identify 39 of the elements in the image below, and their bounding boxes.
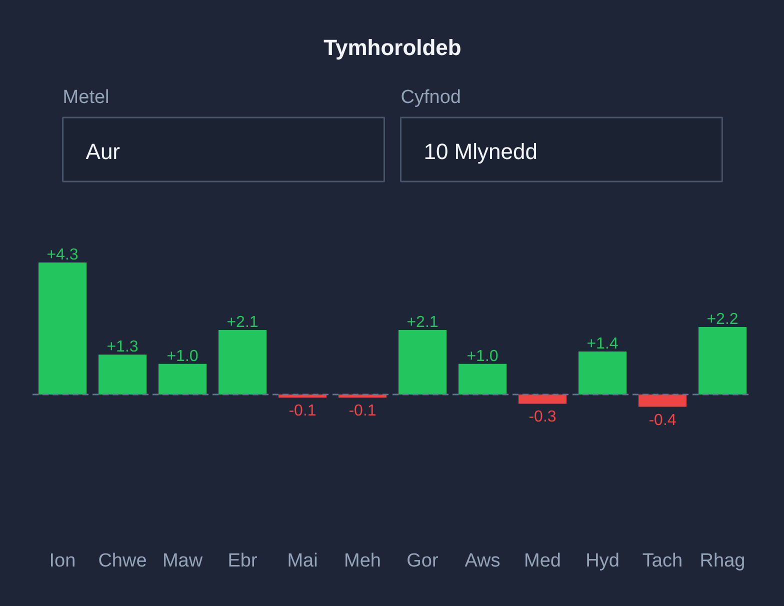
- text: Aur: [86, 139, 120, 164]
- x-tick-label: Mai: [287, 550, 318, 572]
- text: 10 Mlynedd: [424, 139, 538, 164]
- data-label: +2.1: [406, 314, 438, 332]
- x-tick-label: Meh: [344, 550, 381, 572]
- x-tick-label: Tach: [642, 550, 683, 572]
- data-label: +2.1: [226, 314, 258, 332]
- data-label: -0.3: [528, 408, 556, 426]
- data-label: +2.2: [706, 310, 738, 328]
- x-tick-label: Aws: [464, 550, 500, 572]
- x-tick-label: Hyd: [586, 550, 620, 572]
- bar: [218, 330, 266, 395]
- x-tick-label: Ion: [49, 550, 76, 572]
- data-label: +1.0: [166, 348, 198, 365]
- x-tick-label: Ebr: [228, 550, 258, 572]
- x-tick-label: Maw: [162, 550, 203, 572]
- bar: [38, 262, 86, 395]
- data-label: -0.4: [648, 412, 676, 429]
- text: Metel: [62, 87, 110, 108]
- data-label: -0.1: [288, 402, 316, 420]
- text: Cyfnod: [400, 87, 461, 108]
- bar: [518, 394, 566, 404]
- bar: [698, 326, 746, 395]
- x-tick-label: Med: [524, 550, 561, 572]
- bar: [578, 352, 626, 395]
- x-tick-label: Chwe: [98, 550, 147, 572]
- data-label: -0.1: [348, 402, 376, 420]
- bar: [638, 394, 686, 407]
- bar: [98, 354, 146, 395]
- data-label: +1.3: [106, 338, 138, 356]
- bar: [458, 364, 506, 395]
- data-label: +4.3: [46, 246, 78, 264]
- data-label: +1.0: [466, 348, 498, 365]
- bar: [398, 330, 446, 395]
- x-tick-label: Rhag: [700, 550, 746, 572]
- data-label: +1.4: [586, 336, 618, 353]
- x-tick-label: Gor: [406, 550, 440, 572]
- chart-title: Tymhoroldeb: [324, 35, 462, 60]
- bar: [158, 364, 206, 395]
